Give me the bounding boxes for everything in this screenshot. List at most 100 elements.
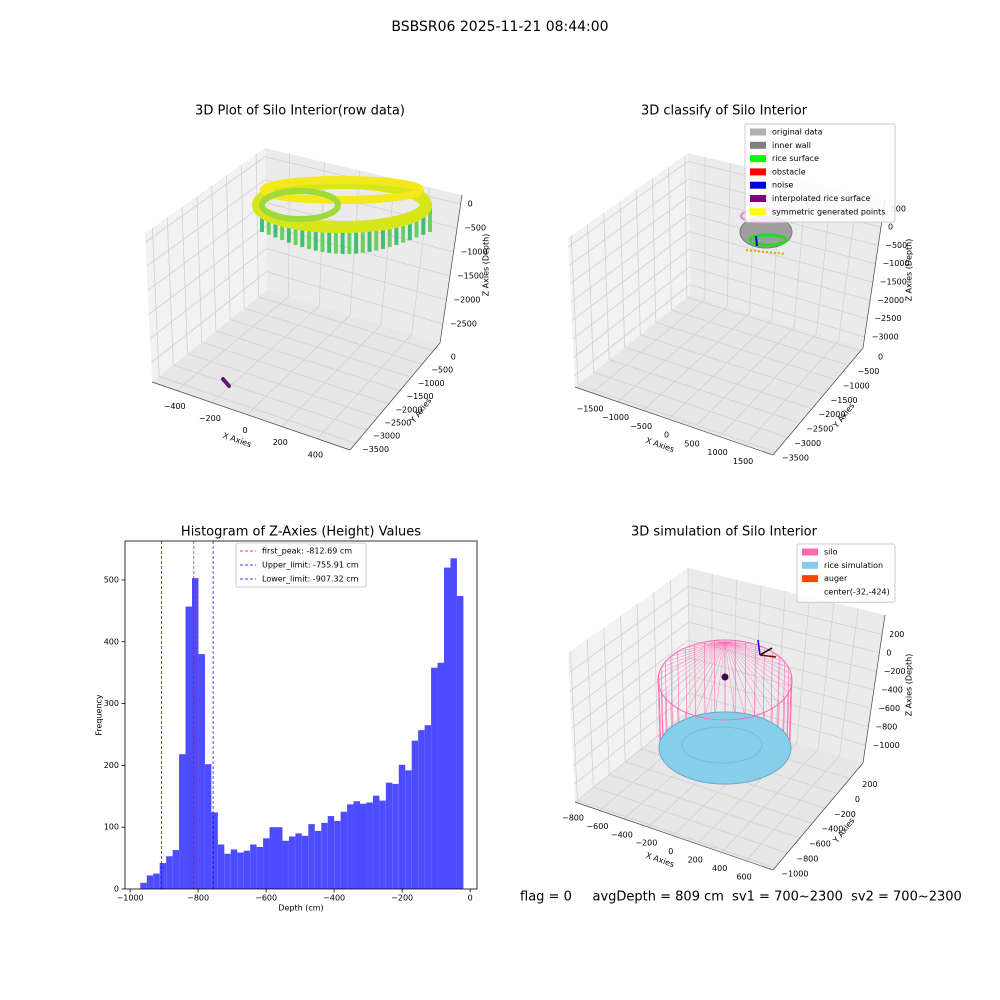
x-tick-label: 1500 — [733, 457, 753, 466]
grid-line — [570, 651, 776, 869]
point-cloud — [748, 233, 788, 247]
silo-wall — [782, 661, 785, 732]
x-tick-label: −1000 — [117, 894, 144, 903]
pane — [575, 295, 863, 455]
bar — [295, 833, 302, 889]
z-tick-label: −500 — [885, 241, 907, 250]
bar — [224, 853, 231, 889]
bar — [456, 596, 464, 889]
silo-wall — [665, 661, 668, 732]
silo-roof — [670, 641, 726, 657]
y-tick-label: 0 — [855, 795, 860, 804]
y-tick-label: 300 — [104, 699, 119, 708]
bar — [314, 830, 322, 889]
pane — [568, 153, 690, 387]
z-tick-label: 0 — [886, 648, 891, 657]
point-cloud — [221, 377, 231, 388]
silo-roof — [724, 641, 793, 681]
silo-wall — [658, 673, 662, 743]
x-axis-line — [574, 801, 774, 871]
x-tick-label: −400 — [323, 894, 345, 903]
grid-line — [619, 201, 813, 410]
z-tick-label: −1000 — [873, 741, 900, 750]
grid-line — [591, 156, 706, 394]
bar — [347, 804, 354, 889]
y-tick-label: −400 — [821, 825, 843, 834]
pane — [152, 290, 440, 450]
grid-line — [670, 580, 851, 779]
bar — [340, 811, 348, 889]
z-tick-label: −600 — [878, 704, 900, 713]
bar — [424, 725, 432, 889]
chart-title: Histogram of Z-Axies (Height) Values — [181, 525, 421, 540]
legend-box — [235, 542, 367, 588]
grid-line — [240, 164, 423, 365]
legend-swatch — [802, 561, 818, 569]
y-tick-label: 500 — [104, 575, 119, 584]
z-tick-label: 0 — [888, 223, 893, 232]
bar — [353, 801, 361, 889]
grid-line — [146, 179, 458, 267]
x-tick-label: −200 — [635, 839, 657, 848]
silo-roof — [724, 641, 756, 716]
grid-line — [571, 231, 873, 321]
silo-wall — [777, 656, 780, 727]
legend-label: interpolated rice surface — [772, 194, 870, 203]
grid-line — [603, 627, 801, 839]
y-tick-label: −1000 — [781, 869, 808, 878]
y-tick-label: −500 — [431, 366, 453, 375]
silo-wall — [685, 647, 688, 719]
z-tick-label: −2500 — [450, 319, 477, 328]
y-axis-label: Frequency — [95, 694, 104, 736]
z-axis-label: Z Axies (Depth) — [905, 654, 914, 717]
bar — [398, 764, 406, 889]
y-tick-label: −3500 — [362, 445, 389, 454]
z-axis-label: Z Axies (Depth) — [482, 234, 491, 297]
silo-wall — [789, 679, 793, 749]
x-axis-label: Depth (cm) — [278, 904, 323, 913]
y-tick-label: −1000 — [418, 379, 445, 388]
bar — [217, 844, 225, 889]
grid-line — [572, 248, 871, 340]
silo-roof — [670, 641, 726, 704]
y-tick-label: −3000 — [373, 432, 400, 441]
legend-swatch — [802, 548, 818, 556]
legend-label: auger — [824, 574, 848, 583]
bar — [308, 824, 315, 889]
bar — [334, 821, 341, 889]
z-axis-line — [439, 194, 463, 344]
grid-line — [574, 284, 865, 377]
z-tick-label: −3000 — [872, 333, 899, 342]
z-tick-label: −200 — [884, 667, 906, 676]
grid-line — [226, 175, 412, 378]
grid-line — [668, 166, 849, 366]
bar — [372, 795, 380, 889]
bar — [237, 852, 244, 889]
legend-label: inner wall — [772, 141, 811, 150]
y-tick-label: −2000 — [395, 405, 422, 414]
z-tick-label: −500 — [464, 224, 486, 233]
grid-line — [574, 567, 691, 803]
grid-line — [148, 225, 451, 315]
grid-line — [620, 615, 813, 824]
legend-swatch — [750, 155, 766, 163]
grid-line — [693, 181, 807, 429]
grid-line — [317, 187, 430, 440]
silo-roof — [724, 641, 785, 663]
bar — [450, 558, 457, 889]
grid-line — [651, 178, 837, 381]
z-axis-label: Z Axies (Depth) — [905, 239, 914, 302]
silo-roof — [658, 641, 726, 687]
bar — [411, 740, 419, 889]
grid-line — [636, 603, 826, 809]
silo-roof — [724, 641, 756, 645]
grid-line — [573, 692, 866, 785]
bar — [379, 800, 386, 889]
silo-roof — [724, 641, 736, 720]
x-tick-label: −1500 — [577, 404, 604, 413]
grid-line — [603, 212, 800, 424]
grid-line — [745, 608, 859, 862]
silo-wall — [657, 639, 793, 721]
y-tick-label: −1500 — [406, 392, 433, 401]
